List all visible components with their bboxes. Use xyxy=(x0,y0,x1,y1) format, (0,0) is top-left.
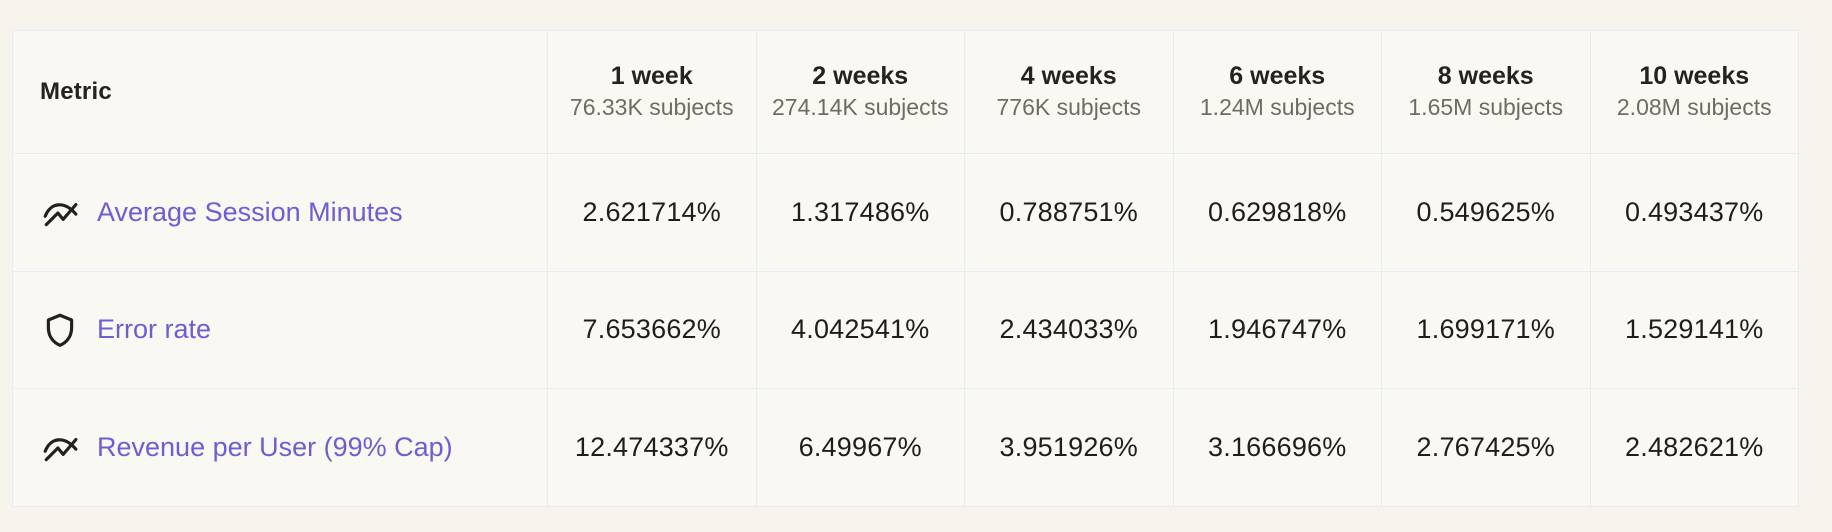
column-subjects: 1.24M subjects xyxy=(1199,93,1355,120)
metric-link-revenue-per-user[interactable]: Revenue per User (99% Cap) xyxy=(97,431,453,462)
value-cell: 0.788751% xyxy=(999,196,1138,227)
value-cell: 3.951926% xyxy=(999,431,1138,462)
metric-link-average-session-minutes[interactable]: Average Session Minutes xyxy=(97,196,403,227)
value-cell: 2.621714% xyxy=(582,196,721,227)
column-header-10-weeks: 10 weeks 2.08M subjects xyxy=(1589,31,1798,153)
chart-line-icon xyxy=(41,428,79,466)
column-label: 10 weeks xyxy=(1639,62,1750,91)
value-cell: 1.317486% xyxy=(791,196,930,227)
shield-icon xyxy=(41,311,79,349)
value-cell: 6.49967% xyxy=(798,431,922,462)
metric-cell-error-rate: Error rate xyxy=(13,270,547,388)
column-subjects: 274.14K subjects xyxy=(772,93,949,120)
value-cell: 12.474337% xyxy=(574,431,729,462)
value-cell: 3.166696% xyxy=(1208,431,1347,462)
column-header-1-week: 1 week 76.33K subjects xyxy=(547,31,756,153)
column-subjects: 76.33K subjects xyxy=(569,93,734,120)
column-label: 8 weeks xyxy=(1437,62,1534,91)
column-label: 6 weeks xyxy=(1229,62,1326,91)
column-header-8-weeks: 8 weeks 1.65M subjects xyxy=(1381,31,1590,153)
value-cell: 7.653662% xyxy=(582,314,721,345)
column-header-4-weeks: 4 weeks 776K subjects xyxy=(964,31,1173,153)
table-row: Average Session Minutes 2.621714% 1.3174… xyxy=(13,153,1798,271)
column-label: 1 week xyxy=(610,62,693,91)
value-cell: 2.434033% xyxy=(999,314,1138,345)
value-cell: 1.529141% xyxy=(1625,314,1764,345)
value-cell: 1.699171% xyxy=(1416,314,1555,345)
metric-column-header: Metric xyxy=(13,31,547,153)
metrics-table: Metric 1 week 76.33K subjects 2 weeks 27… xyxy=(12,30,1799,507)
column-subjects: 1.65M subjects xyxy=(1408,93,1564,120)
column-subjects: 776K subjects xyxy=(996,93,1141,120)
column-label: 2 weeks xyxy=(812,62,909,91)
table-row: Revenue per User (99% Cap) 12.474337% 6.… xyxy=(13,388,1798,506)
metric-cell-average-session-minutes: Average Session Minutes xyxy=(13,153,547,271)
value-cell: 0.629818% xyxy=(1208,196,1347,227)
metric-link-error-rate[interactable]: Error rate xyxy=(97,314,212,345)
column-subjects: 2.08M subjects xyxy=(1616,93,1772,120)
column-header-2-weeks: 2 weeks 274.14K subjects xyxy=(755,31,964,153)
value-cell: 0.549625% xyxy=(1416,196,1555,227)
value-cell: 0.493437% xyxy=(1625,196,1764,227)
table-row: Error rate 7.653662% 4.042541% 2.434033%… xyxy=(13,270,1798,388)
table-header-row: Metric 1 week 76.33K subjects 2 weeks 27… xyxy=(13,31,1798,153)
chart-line-icon xyxy=(41,193,79,231)
column-label: 4 weeks xyxy=(1020,62,1117,91)
metric-cell-revenue-per-user: Revenue per User (99% Cap) xyxy=(13,388,547,506)
value-cell: 4.042541% xyxy=(791,314,930,345)
value-cell: 2.767425% xyxy=(1416,431,1555,462)
value-cell: 1.946747% xyxy=(1208,314,1347,345)
column-header-6-weeks: 6 weeks 1.24M subjects xyxy=(1172,31,1381,153)
metric-header-label: Metric xyxy=(40,78,112,105)
value-cell: 2.482621% xyxy=(1625,431,1764,462)
